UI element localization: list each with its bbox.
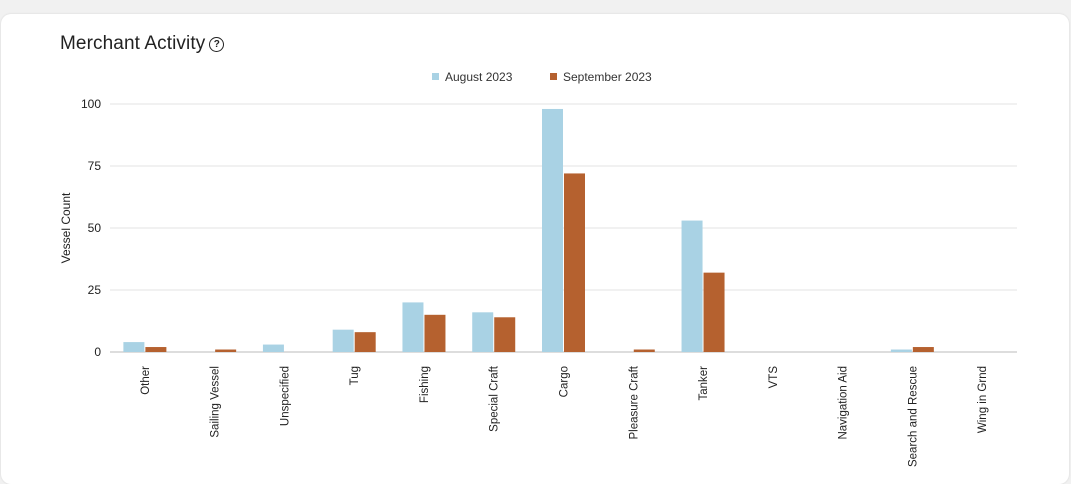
chart-header: Merchant Activity ?	[60, 33, 225, 55]
bar-august[interactable]	[262, 344, 284, 352]
x-category-label: Navigation Aid	[838, 366, 850, 440]
y-tick-label: 75	[88, 159, 102, 173]
legend-label: September 2023	[563, 70, 652, 84]
bar-august[interactable]	[402, 302, 424, 352]
legend-item[interactable]: September 2023	[550, 70, 652, 84]
x-category-label: Tanker	[698, 366, 710, 401]
chart-card	[1, 14, 1069, 484]
bar-september[interactable]	[215, 349, 237, 352]
x-category-label: Cargo	[559, 366, 571, 397]
legend-swatch	[550, 73, 557, 80]
x-category-label: Pleasure Craft	[628, 365, 640, 439]
bar-september[interactable]	[145, 347, 167, 352]
bar-august[interactable]	[332, 329, 354, 352]
x-category-label: Tug	[349, 366, 361, 385]
y-tick-label: 50	[88, 221, 102, 235]
bar-september[interactable]	[494, 317, 516, 352]
x-category-label: Fishing	[419, 366, 431, 403]
bar-september[interactable]	[703, 272, 725, 352]
bar-august[interactable]	[123, 342, 145, 352]
x-category-label: Search and Rescue	[907, 366, 919, 467]
bar-september[interactable]	[633, 349, 655, 352]
y-tick-label: 25	[88, 283, 102, 297]
x-category-label: Wing in Grnd	[977, 366, 989, 433]
legend-label: August 2023	[445, 70, 513, 84]
bar-september[interactable]	[912, 347, 934, 352]
x-category-label: Special Craft	[489, 365, 501, 432]
y-axis-label: Vessel Count	[59, 192, 73, 263]
bar-august[interactable]	[542, 108, 563, 353]
chart-title: Merchant Activity	[60, 33, 206, 54]
y-tick-label: 100	[81, 97, 101, 111]
bar-september[interactable]	[564, 173, 585, 352]
x-category-label: Unspecified	[279, 366, 291, 426]
bar-august[interactable]	[890, 349, 912, 352]
bar-september[interactable]	[354, 332, 376, 352]
x-category-label: VTS	[768, 366, 780, 389]
bar-september[interactable]	[424, 314, 446, 352]
x-category-label: Sailing Vessel	[210, 366, 222, 438]
y-tick-label: 0	[94, 345, 101, 359]
legend-swatch	[432, 73, 439, 80]
legend-item[interactable]: August 2023	[432, 70, 513, 84]
x-category-label: Other	[140, 366, 152, 395]
question-circle-icon[interactable]: ?	[209, 37, 225, 52]
bar-chart: 0 25 50 75 100 Vessel Count August 2023 Septemb…	[59, 70, 1017, 467]
bar-august[interactable]	[472, 312, 494, 352]
bar-august[interactable]	[681, 220, 703, 352]
